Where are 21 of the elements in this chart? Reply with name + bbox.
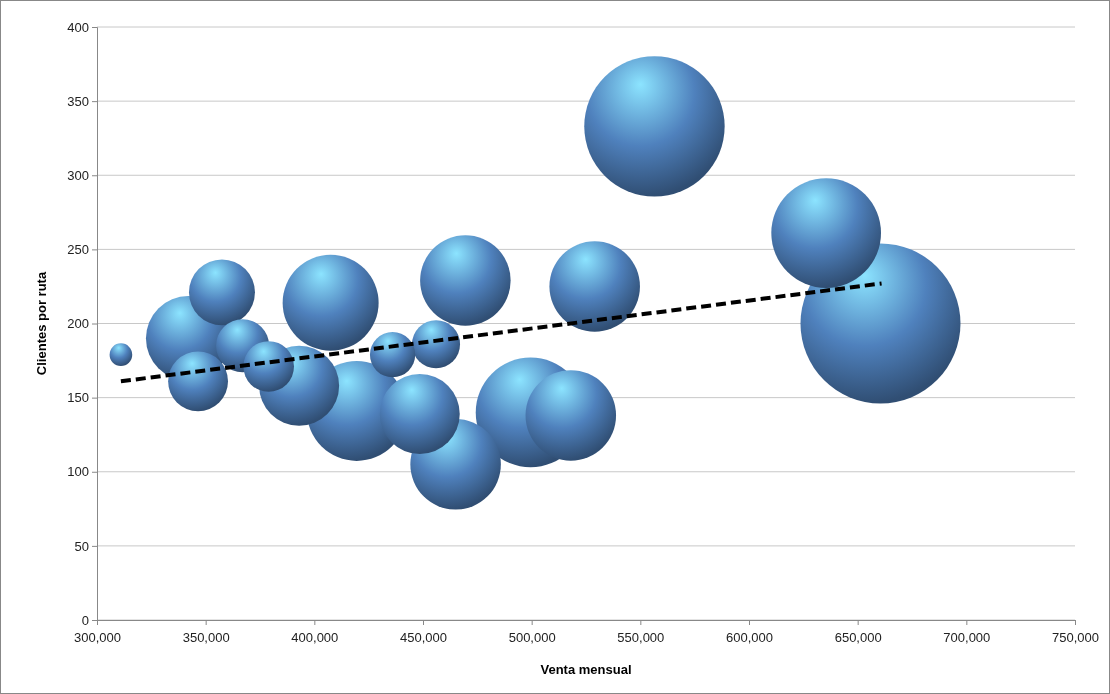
x-tick-label: 300,000	[74, 630, 121, 646]
x-tick-label: 500,000	[508, 630, 556, 646]
x-tick-label: 700,000	[943, 630, 991, 646]
y-tick-label: 100	[67, 464, 89, 480]
x-tick-label: 600,000	[726, 630, 773, 646]
y-tick-label: 300	[67, 167, 89, 183]
x-axis-title: Venta mensual	[540, 662, 632, 677]
y-tick-label: 400	[67, 19, 89, 35]
x-tick-label: 550,000	[617, 630, 665, 646]
x-tick-label: 750,000	[1052, 630, 1099, 646]
y-tick-label: 150	[67, 390, 89, 406]
y-tick-label: 200	[67, 316, 89, 332]
x-tick-label: 450,000	[400, 630, 447, 646]
y-tick-label: 350	[67, 93, 89, 109]
y-tick-label: 0	[81, 612, 89, 628]
y-axis-title: Clientes por ruta	[34, 271, 49, 376]
x-tick-label: 400,000	[291, 630, 339, 646]
x-tick-label: 650,000	[834, 630, 882, 646]
x-tick-label: 350,000	[182, 630, 230, 646]
y-tick-label: 50	[74, 538, 89, 554]
y-tick-label: 250	[67, 242, 89, 258]
